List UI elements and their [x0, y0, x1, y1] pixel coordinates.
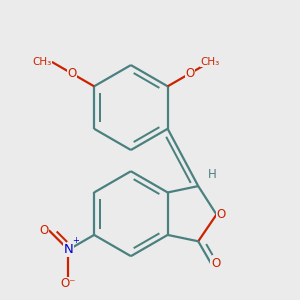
Text: O: O: [68, 67, 77, 80]
Text: O: O: [185, 67, 194, 80]
Text: H: H: [207, 168, 216, 181]
Text: CH₃: CH₃: [200, 57, 220, 67]
Text: O: O: [211, 257, 220, 270]
Text: O: O: [40, 224, 49, 237]
Text: CH₃: CH₃: [33, 57, 52, 67]
Text: +: +: [73, 236, 80, 245]
Text: O⁻: O⁻: [61, 278, 76, 290]
Text: O: O: [217, 208, 226, 221]
Text: N: N: [64, 243, 73, 256]
